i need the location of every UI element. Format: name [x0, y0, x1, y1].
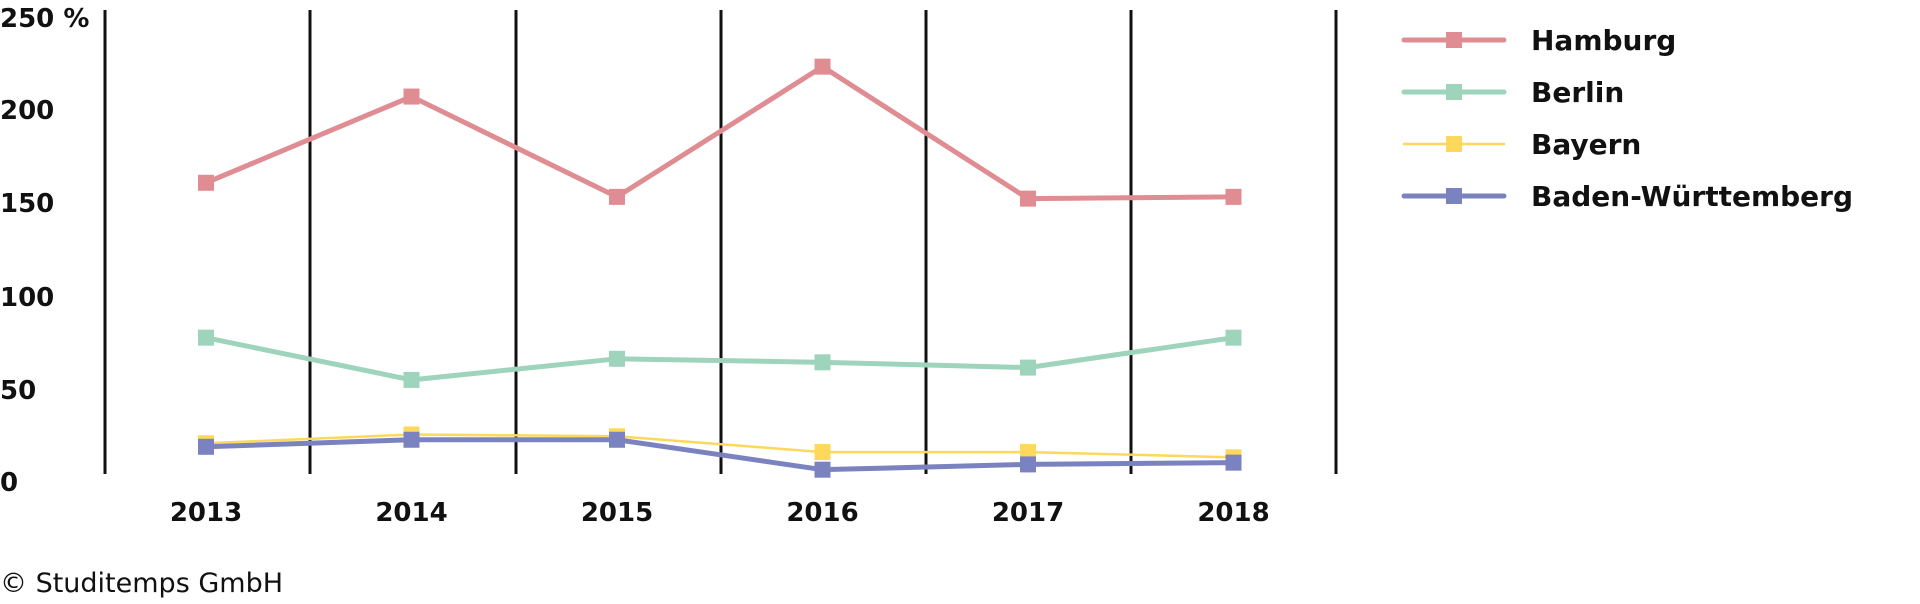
y-tick-label: 200: [0, 96, 54, 126]
x-tick-label-2014: 2014: [375, 498, 447, 528]
series-berlin: [198, 329, 1242, 388]
data-point-baden-w-rttemberg-2016: [814, 461, 831, 478]
legend-swatch-marker: [1446, 32, 1462, 48]
legend-label: Berlin: [1531, 76, 1624, 109]
x-tick-label-2016: 2016: [786, 498, 858, 528]
series-baden-w-rttemberg: [198, 431, 1242, 478]
data-point-hamburg-2015: [609, 188, 625, 205]
x-tick-label-2018: 2018: [1197, 498, 1269, 528]
copyright-notice: © Studitemps GmbH: [0, 568, 284, 599]
legend-swatch-marker: [1446, 84, 1462, 100]
y-tick-label: 150: [0, 189, 54, 219]
series-line-baden-w-rttemberg: [203, 437, 1236, 473]
x-tick-label-2013: 2013: [170, 498, 242, 528]
data-point-berlin-2013: [198, 329, 214, 346]
series-line-berlin: [203, 335, 1236, 383]
legend-label: Bayern: [1531, 128, 1641, 161]
x-tick-label-2015: 2015: [581, 498, 653, 528]
y-tick-label: 250 %: [0, 4, 89, 34]
legend-swatch-marker: [1446, 136, 1462, 152]
y-tick-label: 0: [0, 468, 18, 498]
legend-item-hamburg: Hamburg: [1401, 24, 1676, 57]
x-axis-tick-labels: 2013 2014 2015 2016 2017 2018: [170, 498, 1270, 528]
series-hamburg: [198, 58, 1242, 207]
legend-swatch-marker: [1446, 188, 1462, 204]
y-axis-tick-labels: 0 50 100 150 200 250 %: [0, 4, 89, 498]
series-lines: [198, 58, 1242, 478]
data-point-berlin-2017: [1020, 359, 1036, 376]
data-point-berlin-2016: [814, 354, 831, 371]
data-point-baden-w-rttemberg-2017: [1020, 456, 1036, 473]
legend-label: Baden-Württemberg: [1531, 180, 1853, 213]
vertical-grid-lines: [103, 10, 1338, 474]
data-point-baden-w-rttemberg-2014: [403, 431, 420, 448]
legend-item-bayern: Bayern: [1402, 128, 1641, 161]
legend-item-baden-w-rttemberg: Baden-Württemberg: [1401, 180, 1853, 213]
legend: Hamburg Berlin Bayern Baden-Württemberg: [1401, 24, 1853, 213]
legend-label: Hamburg: [1531, 24, 1676, 57]
x-tick-label-2017: 2017: [992, 498, 1064, 528]
data-point-baden-w-rttemberg-2018: [1225, 454, 1242, 471]
series-line-bayern: [204, 433, 1235, 459]
data-point-bayern-2016: [814, 444, 831, 461]
data-point-baden-w-rttemberg-2013: [198, 438, 214, 455]
data-point-bayern-2017: [1020, 444, 1036, 461]
data-point-hamburg-2016: [814, 58, 831, 75]
y-tick-label: 100: [0, 283, 54, 313]
y-tick-label: 50: [0, 376, 36, 406]
data-point-baden-w-rttemberg-2015: [609, 431, 625, 448]
data-point-hamburg-2017: [1020, 190, 1036, 207]
data-point-berlin-2015: [609, 350, 625, 367]
series-line-hamburg: [203, 64, 1236, 202]
data-point-berlin-2014: [403, 371, 420, 388]
data-point-hamburg-2018: [1225, 188, 1242, 205]
data-point-hamburg-2014: [403, 88, 420, 105]
legend-item-berlin: Berlin: [1401, 76, 1624, 109]
data-point-hamburg-2013: [198, 174, 214, 191]
data-point-berlin-2018: [1225, 329, 1242, 346]
